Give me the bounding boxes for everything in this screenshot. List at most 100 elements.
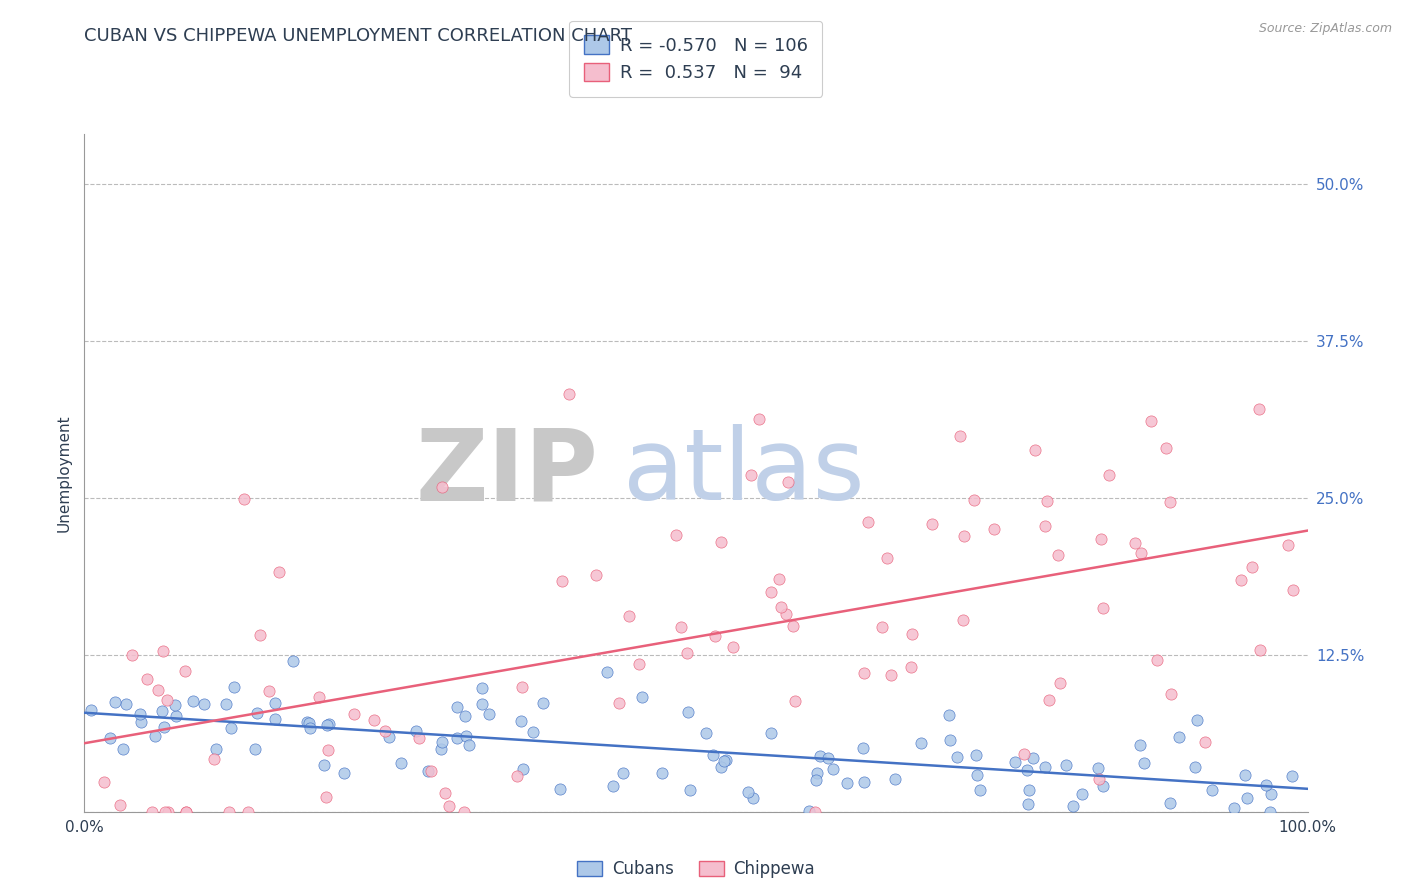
Point [1087,761,1109,775]
Point [505,769,527,783]
Point [267,566,290,580]
Point [835,776,858,790]
Point [852,741,875,756]
Point [531,696,554,710]
Point [804,773,827,788]
Point [1236,790,1258,805]
Point [607,696,630,710]
Point [1254,778,1277,792]
Point [1234,768,1257,782]
Point [156,693,179,707]
Point [299,722,322,736]
Point [1090,532,1112,546]
Point [952,529,974,543]
Point [471,681,494,695]
Point [804,805,827,819]
Point [716,753,738,767]
Point [806,765,828,780]
Point [1167,730,1189,744]
Point [1230,573,1253,587]
Point [202,752,225,766]
Point [308,690,330,704]
Point [174,805,197,819]
Point [446,731,468,746]
Point [104,695,127,709]
Point [454,729,477,743]
Point [768,572,790,586]
Point [315,790,337,805]
Point [965,747,987,762]
Point [782,619,804,633]
Legend: Cubans, Chippewa: Cubans, Chippewa [569,854,823,885]
Y-axis label: Unemployment: Unemployment [56,414,72,532]
Point [617,608,640,623]
Point [612,766,634,780]
Point [1017,764,1039,778]
Point [363,713,385,727]
Point [1154,441,1177,455]
Point [98,731,121,746]
Point [153,720,176,734]
Point [129,714,152,729]
Point [281,654,304,668]
Point [1201,783,1223,797]
Point [713,754,735,768]
Point [678,705,700,719]
Point [1070,787,1092,801]
Point [1017,797,1039,811]
Point [111,742,134,756]
Point [558,387,581,401]
Point [115,697,138,711]
Point [808,749,831,764]
Point [430,735,453,749]
Point [585,568,607,582]
Point [1185,713,1208,727]
Point [389,756,412,770]
Point [817,751,839,765]
Point [145,729,167,743]
Point [408,731,430,745]
Point [1140,414,1163,428]
Point [257,683,280,698]
Point [737,784,759,798]
Point [740,468,762,483]
Point [876,550,898,565]
Point [93,775,115,789]
Point [963,493,986,508]
Point [1046,549,1069,563]
Point [108,797,131,812]
Point [163,698,186,712]
Point [128,707,150,722]
Point [872,620,894,634]
Point [710,534,733,549]
Point [821,762,844,776]
Point [602,780,624,794]
Point [669,620,692,634]
Point [165,708,187,723]
Point [373,724,395,739]
Point [1087,772,1109,786]
Point [910,736,932,750]
Point [1133,756,1156,771]
Point [853,665,876,680]
Point [704,629,727,643]
Point [437,799,460,814]
Point [1012,747,1035,762]
Point [969,783,991,797]
Point [676,647,699,661]
Point [193,697,215,711]
Point [1249,643,1271,657]
Point [1160,687,1182,701]
Text: atlas: atlas [623,425,865,521]
Text: ZIP: ZIP [415,425,598,521]
Point [1004,756,1026,770]
Point [181,694,204,708]
Point [949,429,972,443]
Point [419,764,441,778]
Point [853,775,876,789]
Point [141,805,163,819]
Point [880,668,903,682]
Point [314,758,336,772]
Point [238,805,260,819]
Point [742,791,765,805]
